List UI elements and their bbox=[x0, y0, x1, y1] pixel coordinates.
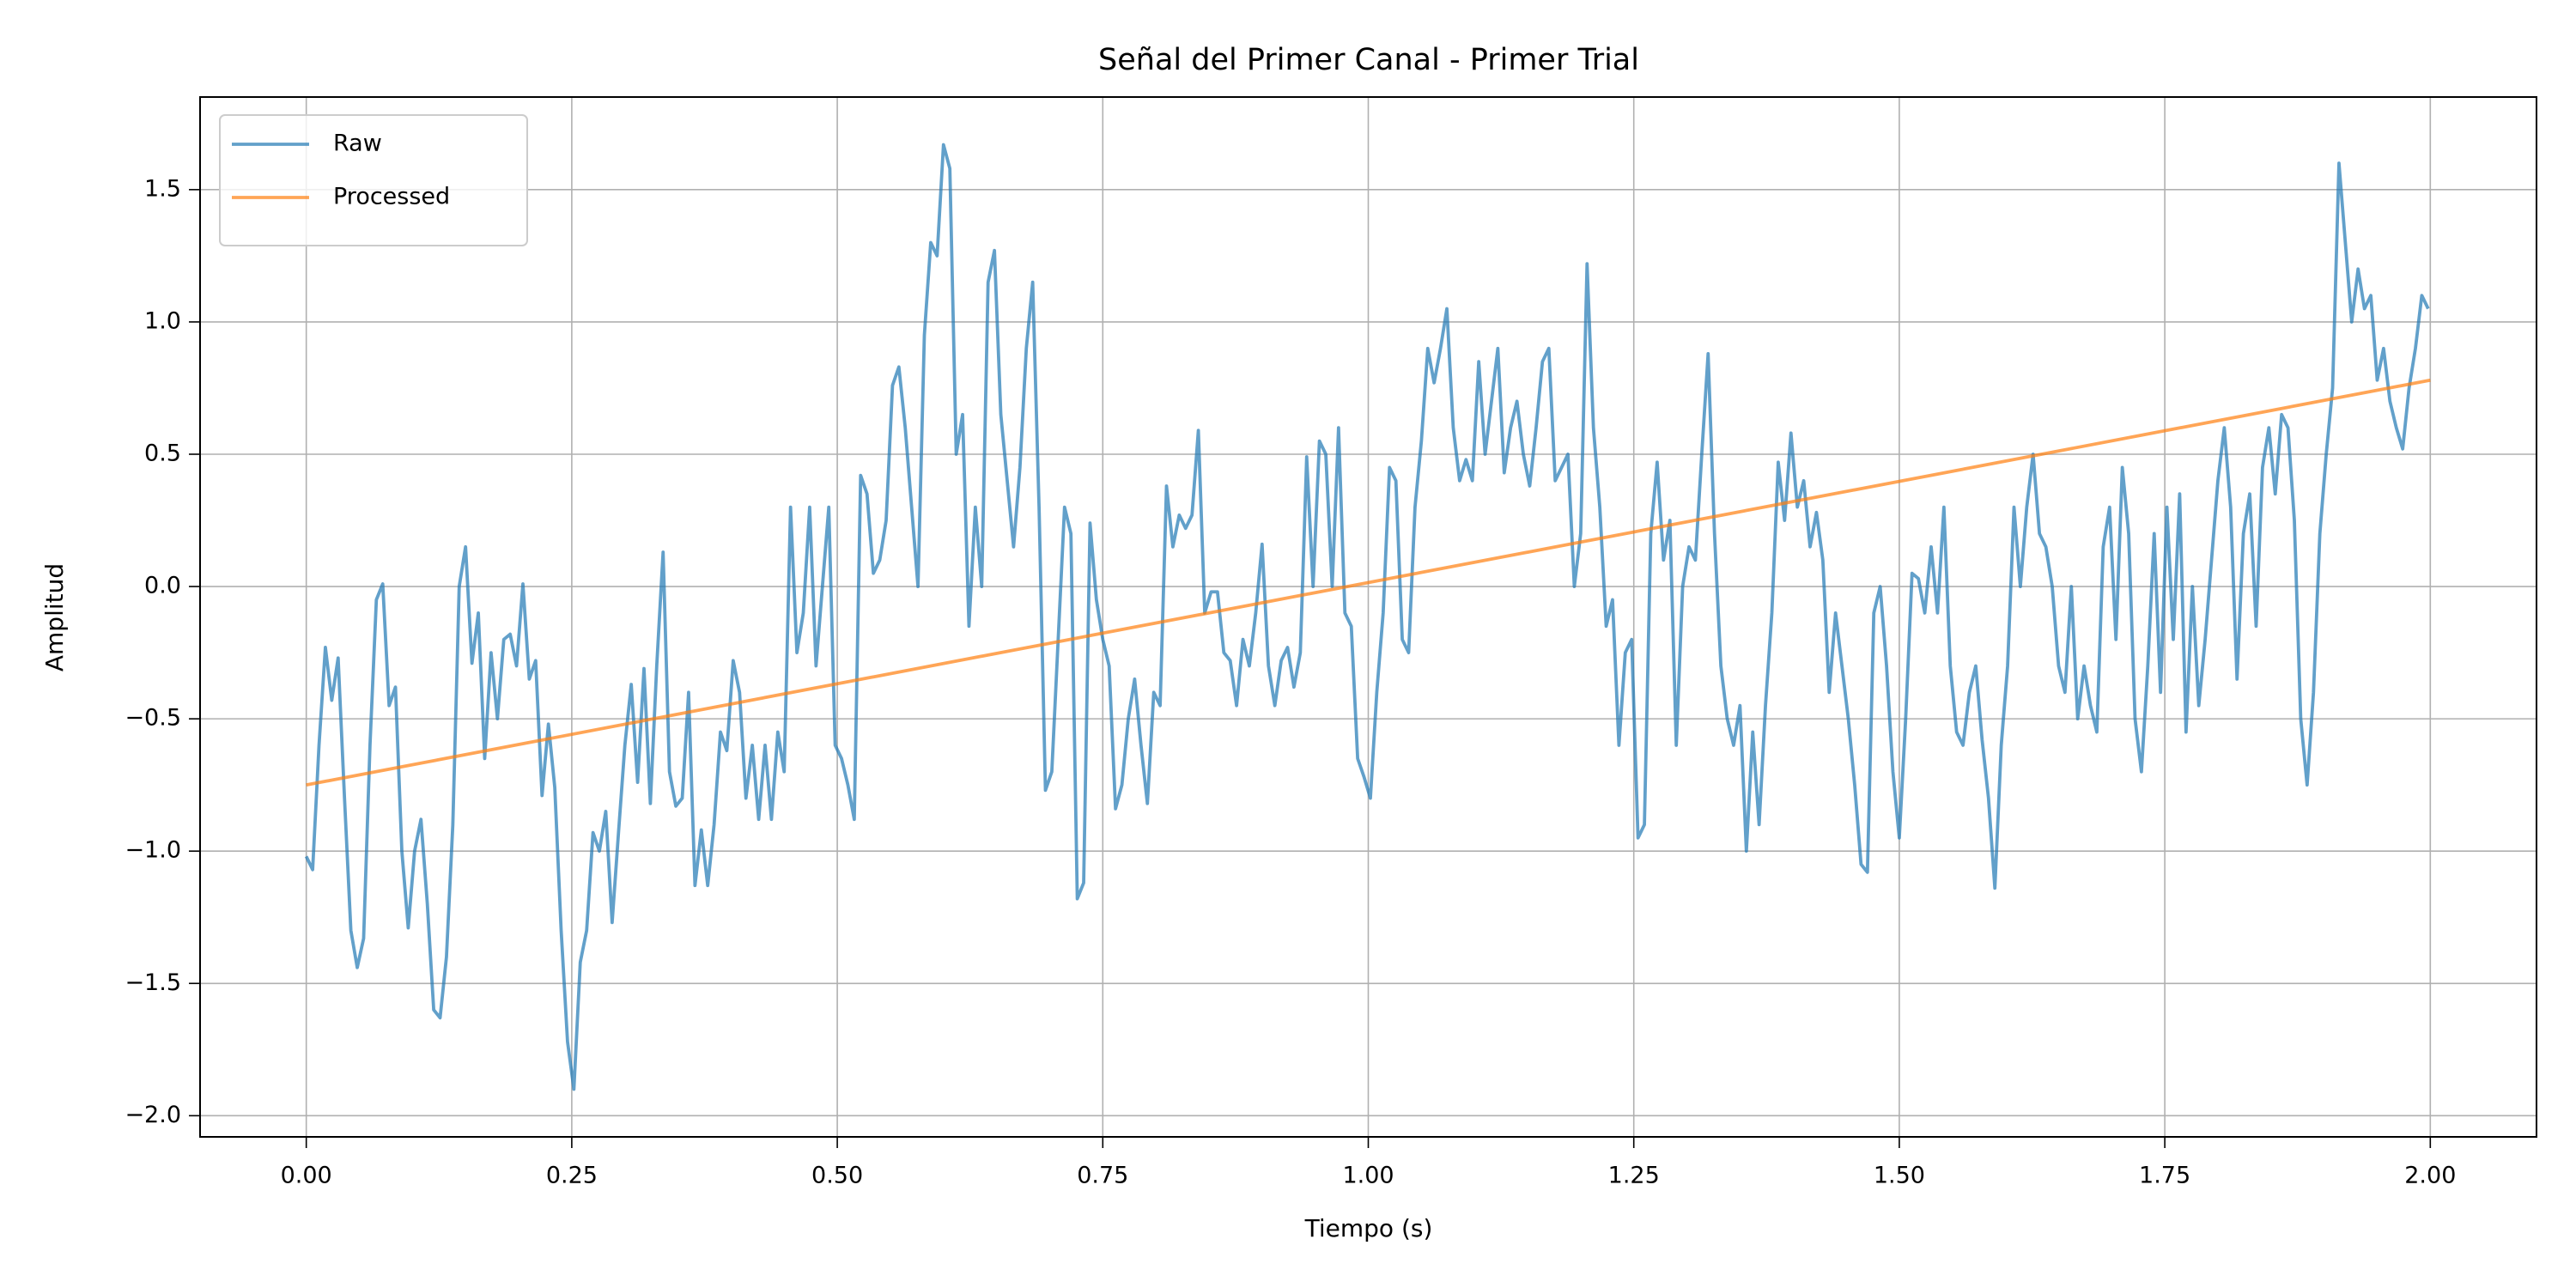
x-tick-label: 2.00 bbox=[2404, 1163, 2456, 1189]
legend-box bbox=[219, 114, 528, 246]
y-axis-label: Amplitud bbox=[40, 563, 69, 671]
x-tick-label: 0.25 bbox=[546, 1163, 598, 1189]
legend: Raw Processed bbox=[219, 114, 528, 246]
x-tick-label: 0.00 bbox=[281, 1163, 332, 1189]
y-tick-label: 0.0 bbox=[144, 573, 181, 599]
y-tick-label: −1.0 bbox=[125, 837, 181, 864]
y-tick-label: −2.0 bbox=[125, 1102, 181, 1128]
y-tick-label: 1.0 bbox=[144, 307, 181, 334]
y-tick-label: 1.5 bbox=[144, 175, 181, 202]
series-line bbox=[306, 378, 2431, 787]
plot-area bbox=[304, 143, 2431, 1091]
series-line bbox=[304, 143, 2430, 1091]
x-tick-label: 1.50 bbox=[1874, 1163, 1925, 1189]
x-tick-label: 1.25 bbox=[1608, 1163, 1660, 1189]
ticks: 0.00 0.25 0.50 0.75 1.00 1.25 1.50 1.75 2.00 −2.0… bbox=[125, 175, 2456, 1188]
x-tick-label: 0.75 bbox=[1077, 1163, 1128, 1189]
x-tick-label: 1.00 bbox=[1342, 1163, 1394, 1189]
legend-label: Processed bbox=[333, 184, 450, 210]
x-axis-label: Tiempo (s) bbox=[1304, 1214, 1433, 1242]
chart-title: Señal del Primer Canal - Primer Trial bbox=[1098, 43, 1639, 77]
y-tick-label: −1.5 bbox=[125, 969, 181, 996]
y-tick-label: 0.5 bbox=[144, 440, 181, 466]
grid bbox=[200, 97, 2537, 1137]
x-tick-label: 1.75 bbox=[2139, 1163, 2190, 1189]
legend-label: Raw bbox=[333, 131, 382, 157]
y-tick-label: −0.5 bbox=[125, 705, 181, 732]
x-tick-label: 0.50 bbox=[811, 1163, 863, 1189]
